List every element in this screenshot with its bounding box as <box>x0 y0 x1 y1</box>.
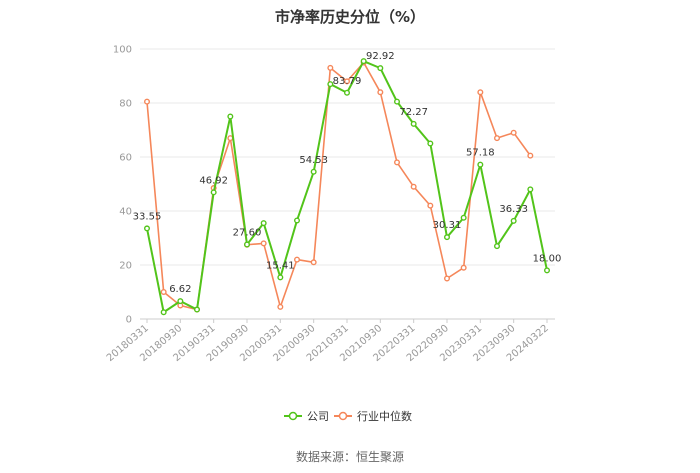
company-data-point <box>444 234 451 241</box>
company-data-point <box>427 140 434 147</box>
company-data-point <box>460 214 467 221</box>
industry-data-point <box>410 183 417 190</box>
company-data-point <box>410 120 417 127</box>
company-data-point <box>310 168 317 175</box>
data-label-layer: 33.55 6.62 46.92 27.60 15.41 54.53 83.79 92.92 7… <box>133 51 562 295</box>
company-data-point <box>494 243 501 250</box>
industry-data-point <box>510 129 517 136</box>
data-label: 15.41 <box>266 260 295 271</box>
company-data-point <box>360 58 367 65</box>
company-data-point <box>277 274 284 281</box>
industry-data-point <box>327 64 334 71</box>
legend-industry-marker <box>338 411 348 421</box>
y-tick-label: 100 <box>113 45 132 56</box>
industry-data-point <box>477 89 484 96</box>
industry-data-point <box>310 259 317 266</box>
industry-data-point <box>143 98 150 105</box>
company-data-point <box>327 81 334 88</box>
y-tick-label: 20 <box>119 261 132 272</box>
data-source: 数据来源：恒生聚源 <box>295 450 404 464</box>
company-data-point <box>394 98 401 105</box>
company-data-point <box>294 217 301 224</box>
company-series-line <box>146 60 548 314</box>
data-label: 33.55 <box>133 211 162 222</box>
company-data-point <box>243 241 250 248</box>
y-tick-label: 80 <box>119 99 132 110</box>
data-label: 83.79 <box>333 76 362 87</box>
legend-company-label: 公司 <box>307 410 329 423</box>
y-tick-label: 60 <box>119 153 132 164</box>
data-label: 30.31 <box>433 220 462 231</box>
company-data-point <box>143 225 150 232</box>
data-label: 57.18 <box>466 148 495 159</box>
data-label: 46.92 <box>199 175 228 186</box>
industry-data-point <box>427 202 434 209</box>
company-data-point <box>160 309 167 316</box>
industry-data-point <box>460 264 467 271</box>
company-data-point <box>210 189 217 196</box>
data-label: 27.60 <box>233 227 262 238</box>
company-data-point <box>544 267 551 274</box>
data-label: 92.92 <box>366 51 395 62</box>
data-label: 54.53 <box>299 155 328 166</box>
industry-data-point <box>444 275 451 282</box>
industry-data-point <box>344 78 351 85</box>
industry-data-point <box>260 240 267 247</box>
company-data-point <box>477 161 484 168</box>
industry-data-point <box>294 256 301 263</box>
industry-data-point <box>494 135 501 142</box>
company-data-point <box>193 306 200 313</box>
industry-data-point <box>527 152 534 159</box>
industry-data-point <box>160 289 167 296</box>
y-tick-label: 0 <box>126 315 132 326</box>
company-data-point <box>510 217 517 224</box>
series-layer <box>143 58 551 316</box>
company-data-point <box>377 65 384 72</box>
company-data-point <box>344 89 351 96</box>
legend-industry-label: 行业中位数 <box>357 409 412 423</box>
data-label: 18.00 <box>533 253 562 264</box>
industry-data-point <box>394 159 401 166</box>
data-label: 36.33 <box>499 204 528 215</box>
company-data-point <box>527 186 534 193</box>
company-data-point <box>227 113 234 120</box>
data-label: 72.27 <box>399 107 428 118</box>
data-label: 6.62 <box>169 284 191 295</box>
industry-data-point <box>277 303 284 310</box>
legend[interactable]: 公司 行业中位数 <box>284 409 412 423</box>
industry-data-point <box>377 89 384 96</box>
legend-company-marker <box>288 411 298 421</box>
company-data-point <box>260 220 267 227</box>
company-data-point <box>177 298 184 305</box>
chart-title: 市净率历史分位（%） <box>274 8 426 26</box>
y-tick-label: 40 <box>119 207 132 218</box>
